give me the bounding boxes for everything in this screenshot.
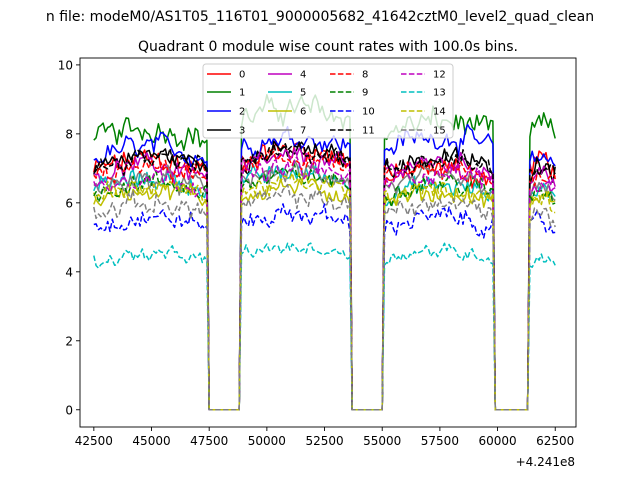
- legend-label-5: 5: [300, 88, 306, 99]
- series-line-7: [93, 159, 556, 411]
- legend-label-10: 10: [362, 107, 375, 118]
- legend-label-11: 11: [362, 126, 375, 137]
- x-tick-label: 42500: [75, 434, 113, 448]
- legend-label-12: 12: [433, 70, 446, 81]
- legend-label-2: 2: [239, 107, 245, 118]
- x-tick-label: 45000: [132, 434, 170, 448]
- x-tick-label: 47500: [190, 434, 228, 448]
- axes-title: Quadrant 0 module wise count rates with …: [138, 39, 518, 55]
- x-tick-label: 52500: [305, 434, 343, 448]
- legend-box: [202, 63, 454, 139]
- series-line-8: [93, 149, 556, 411]
- x-tick-label: 50000: [248, 434, 286, 448]
- legend-label-3: 3: [239, 126, 245, 137]
- x-offset-label: +4.241e8: [516, 455, 575, 469]
- legend-label-1: 1: [239, 88, 245, 99]
- legend-label-9: 9: [362, 88, 368, 99]
- series-line-11: [93, 141, 556, 411]
- legend-label-8: 8: [362, 70, 368, 81]
- series-line-3: [93, 140, 556, 411]
- series-line-10: [93, 203, 556, 411]
- x-tick-label: 62500: [536, 434, 574, 448]
- series-line-2: [93, 123, 556, 411]
- legend-label-13: 13: [433, 88, 446, 99]
- y-tick-label: 4: [65, 265, 73, 279]
- legend-label-0: 0: [239, 70, 245, 81]
- series-line-15: [93, 183, 556, 411]
- x-axis: 42500 45000 47500 50000 52500 55000 57500 60000…: [75, 427, 574, 448]
- y-axis: 0 2 4 6 8 10: [58, 58, 80, 417]
- axes-frame: [79, 57, 577, 428]
- y-tick-label: 8: [65, 127, 73, 141]
- x-tick-label: 55000: [363, 434, 401, 448]
- y-tick-label: 0: [65, 403, 73, 417]
- x-tick-label: 60000: [478, 434, 516, 448]
- figure-suptitle: n file: modeM0/AS1T05_116T01_9000005682_…: [46, 9, 594, 25]
- legend-label-7: 7: [300, 126, 306, 137]
- series-line-6: [93, 172, 556, 411]
- y-tick-label: 6: [65, 196, 73, 210]
- series-line-14: [93, 172, 556, 411]
- legend-label-14: 14: [433, 107, 446, 118]
- legend-label-4: 4: [300, 70, 306, 81]
- y-tick-label: 10: [58, 58, 73, 72]
- series-line-13: [93, 242, 556, 411]
- legend-label-6: 6: [300, 107, 306, 118]
- legend-label-15: 15: [433, 126, 446, 137]
- y-tick-label: 2: [65, 334, 73, 348]
- x-tick-label: 57500: [421, 434, 459, 448]
